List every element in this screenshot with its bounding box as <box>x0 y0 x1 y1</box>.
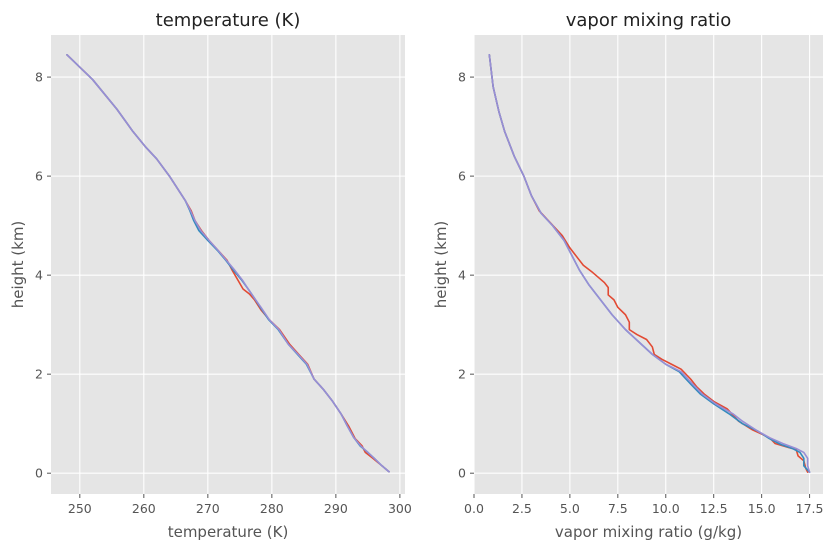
vapor-y-tick-label-0: 0 <box>458 466 466 481</box>
temperature-y-tick-label-1: 2 <box>35 367 43 382</box>
temperature-x-tick-label-3: 280 <box>260 501 284 516</box>
temperature-y-tick-label-0: 0 <box>35 466 43 481</box>
temperature-x-tick-label-0: 250 <box>68 501 92 516</box>
vapor-y-tick-label-3: 6 <box>458 169 466 184</box>
vapor-x-tick-label-6: 15.0 <box>748 501 776 516</box>
temperature-x-tick-label-4: 290 <box>324 501 348 516</box>
vapor-axes-background <box>474 35 823 494</box>
vapor-x-tick-label-0: 0.0 <box>464 501 484 516</box>
temperature-y-tick-label-3: 6 <box>35 169 43 184</box>
vapor-x-tick-label-5: 12.5 <box>700 501 728 516</box>
vapor-x-tick-label-7: 17.5 <box>796 501 824 516</box>
temperature-x-tick-label-5: 300 <box>388 501 412 516</box>
temperature-y-tick-label-2: 4 <box>35 268 43 283</box>
vapor-y-axis-label: height (km) <box>432 221 450 309</box>
temperature-y-axis-label: height (km) <box>9 221 27 309</box>
vapor-y-tick-label-4: 8 <box>458 70 466 85</box>
vapor-series-line-2 <box>488 54 811 474</box>
vapor-y-tick-label-2: 4 <box>458 268 466 283</box>
temperature-series-line-2 <box>66 54 390 473</box>
vapor-y-tick-label-1: 2 <box>458 367 466 382</box>
temperature-x-axis-label: temperature (K) <box>168 523 289 541</box>
temperature-x-tick-label-1: 260 <box>132 501 156 516</box>
vapor-x-tick-label-4: 10.0 <box>652 501 680 516</box>
temperature-axes-background <box>51 35 405 494</box>
vapor-x-tick-label-1: 2.5 <box>512 501 532 516</box>
vapor-x-tick-label-2: 5.0 <box>560 501 580 516</box>
vapor-x-tick-label-3: 7.5 <box>608 501 628 516</box>
vapor-chart-title: vapor mixing ratio <box>566 10 732 31</box>
vapor-mixing-ratio-panel: 0.0 2.5 5.0 7.5 10.0 12.5 15.0 17.5 0 2 4 6 8 vapor m… <box>432 10 824 541</box>
temperature-chart-title: temperature (K) <box>156 10 301 31</box>
vapor-x-axis-label: vapor mixing ratio (g/kg) <box>555 523 742 541</box>
temperature-panel: 250 260 270 280 290 300 0 2 4 6 8 temperature (K) te… <box>9 10 412 541</box>
temperature-y-tick-label-4: 8 <box>35 70 43 85</box>
temperature-x-tick-label-2: 270 <box>196 501 220 516</box>
